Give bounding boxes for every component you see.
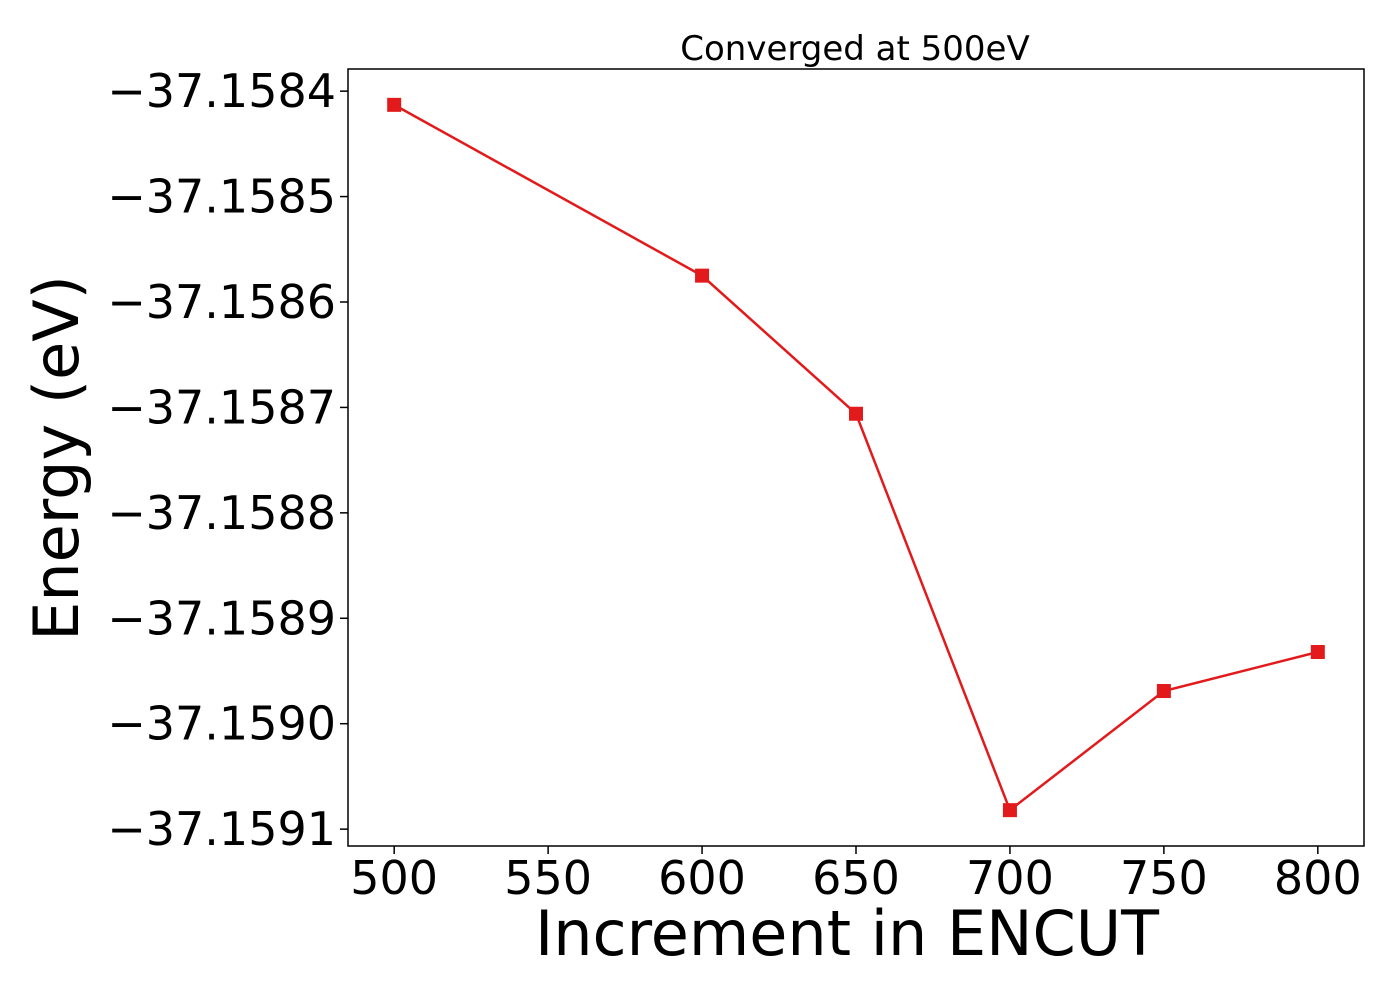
data-point-marker (1310, 645, 1325, 660)
y-tick-label: −37.1584 (107, 64, 336, 118)
y-tick-label: −37.1588 (107, 486, 336, 540)
y-tick-label: −37.1590 (107, 697, 336, 751)
x-tick-label: 550 (504, 851, 592, 905)
x-tick-label: 800 (1274, 851, 1362, 905)
y-tick-label: −37.1586 (107, 275, 336, 329)
chart-title: Converged at 500eV (680, 29, 1029, 69)
data-point-marker (695, 268, 710, 283)
y-tick-label: −37.1585 (107, 170, 336, 224)
data-point-marker (849, 406, 863, 421)
data-point-marker (1002, 803, 1017, 818)
plot-frame (347, 68, 1365, 847)
x-axis-ticks: 500 550 600 650 700 750 800 (350, 846, 1362, 905)
y-axis-label: Energy (eV) (20, 275, 93, 641)
x-tick-label: 750 (1120, 851, 1208, 905)
x-tick-label: 600 (658, 851, 746, 905)
y-tick-label: −37.1591 (107, 802, 336, 856)
x-tick-label: 700 (966, 851, 1054, 905)
data-point-marker (387, 97, 402, 112)
series-markers (387, 97, 1325, 818)
data-point-marker (1156, 684, 1171, 699)
y-tick-label: −37.1587 (107, 380, 336, 434)
x-tick-label: 500 (350, 851, 438, 905)
y-tick-label: −37.1589 (107, 591, 336, 645)
x-axis-label: Increment in ENCUT (535, 897, 1160, 970)
y-axis-ticks: −37.1584 −37.1585 −37.1586 −37.1587 −37.1588… (107, 64, 348, 856)
series-line (393, 103, 1319, 813)
x-tick-label: 650 (812, 851, 900, 905)
